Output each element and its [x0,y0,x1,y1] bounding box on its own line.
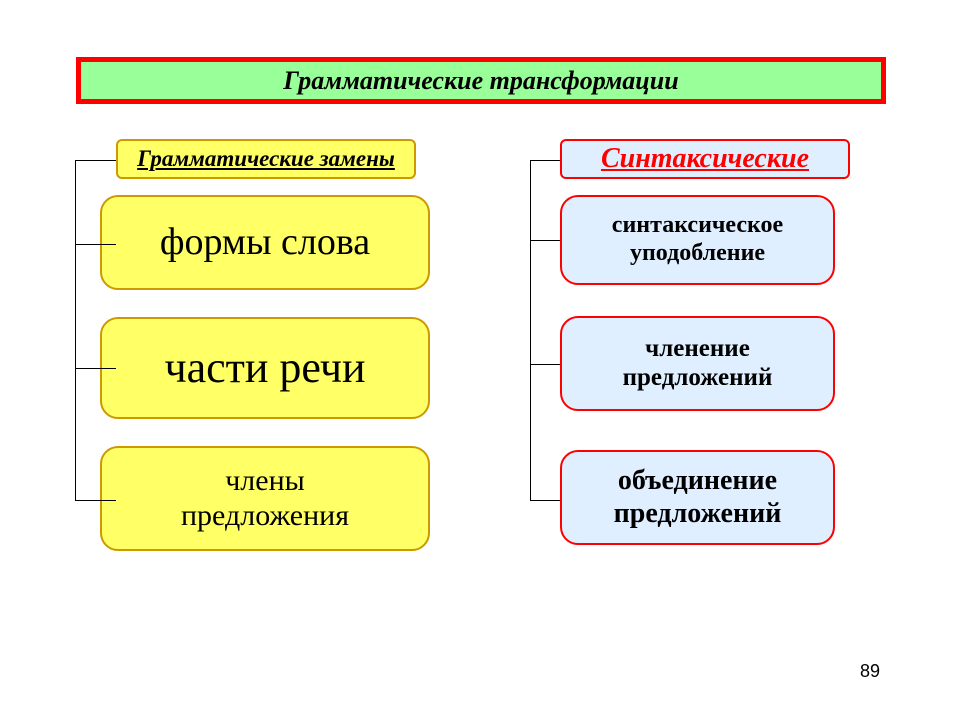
node-text-line: предложения [181,499,349,534]
diagram-title: Грамматические трансформации [76,57,886,104]
connector-vertical [530,160,531,500]
connector-horizontal [75,160,116,161]
node-text-line: синтаксическое [612,212,783,240]
connector-vertical [75,160,76,500]
node-text-line: предложений [614,498,782,530]
connector-horizontal [75,368,116,369]
connector-horizontal [530,240,560,241]
page-number: 89 [860,661,880,682]
node-text-line: предложений [623,364,773,393]
diagram-node: части речи [100,317,430,419]
diagram-node: членыпредложения [100,446,430,551]
diagram-node: членениепредложений [560,316,835,411]
node-text-line: части речи [164,343,365,394]
diagram-node: синтаксическоеуподобление [560,195,835,285]
connector-horizontal [530,160,560,161]
diagram-node: объединениепредложений [560,450,835,545]
connector-horizontal [530,500,560,501]
connector-horizontal [530,364,560,365]
node-text-line: формы слова [160,221,370,265]
node-text-line: уподобление [630,240,765,268]
branch-header: Синтаксические [560,139,850,179]
branch-header: Грамматические замены [116,139,416,179]
node-text-line: члены [225,464,305,499]
node-text-line: членение [645,335,750,364]
node-text-line: объединение [618,465,777,497]
diagram-node: формы слова [100,195,430,290]
connector-horizontal [75,500,116,501]
connector-horizontal [75,244,116,245]
